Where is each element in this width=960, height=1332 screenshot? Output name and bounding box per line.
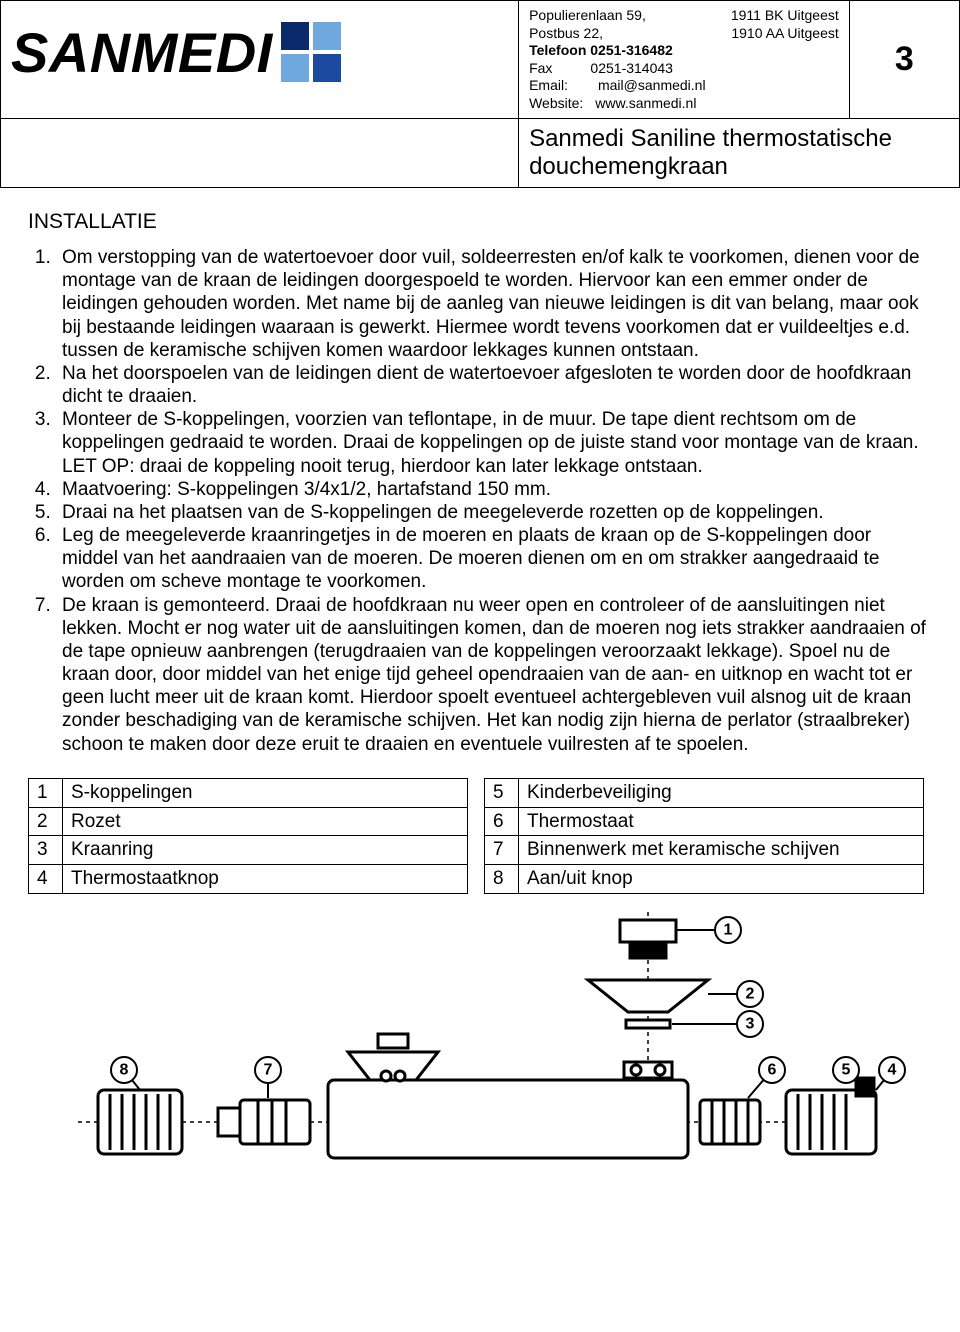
address-cell: Populierenlaan 59, 1911 BK Uitgeest Postb… xyxy=(519,1,850,119)
callout-4: 4 xyxy=(876,1057,905,1090)
addr-line1-right: 1911 BK Uitgeest xyxy=(723,7,839,25)
svg-text:3: 3 xyxy=(746,1015,755,1032)
addr-fax-value: 0251-314043 xyxy=(552,60,838,78)
header-spacer xyxy=(1,119,519,188)
svg-text:1: 1 xyxy=(724,921,733,938)
parts-num: 2 xyxy=(29,807,63,836)
parts-num: 5 xyxy=(485,778,519,807)
section-heading-installatie: INSTALLATIE xyxy=(28,210,960,234)
page-number: 3 xyxy=(849,1,959,119)
parts-table-right: 5Kinderbeveiliging6Thermostaat7Binnenwer… xyxy=(484,778,924,894)
svg-text:8: 8 xyxy=(120,1061,129,1078)
addr-web-label: Website: xyxy=(529,95,583,113)
step-1: Om verstopping van de watertoevoer door … xyxy=(56,246,932,362)
installation-steps: Om verstopping van de watertoevoer door … xyxy=(28,246,932,756)
parts-label: Thermostaatknop xyxy=(63,865,468,894)
parts-label: Kinderbeveiliging xyxy=(519,778,924,807)
svg-text:4: 4 xyxy=(888,1061,897,1078)
parts-table-left: 1S-koppelingen2Rozet3Kraanring4Thermosta… xyxy=(28,778,468,894)
parts-label: Rozet xyxy=(63,807,468,836)
parts-row: 1S-koppelingen xyxy=(29,778,468,807)
callout-3: 3 xyxy=(672,1011,763,1037)
logo-sq-br xyxy=(313,54,341,82)
logo-sq-tl xyxy=(281,22,309,50)
callout-5: 5 xyxy=(833,1057,862,1083)
parts-row: 7Binnenwerk met keramische schijven xyxy=(485,836,924,865)
parts-label: Thermostaat xyxy=(519,807,924,836)
step-5: Draai na het plaatsen van de S-koppeling… xyxy=(56,501,932,524)
svg-text:6: 6 xyxy=(768,1061,777,1078)
parts-num: 3 xyxy=(29,836,63,865)
parts-tables: 1S-koppelingen2Rozet3Kraanring4Thermosta… xyxy=(28,778,932,894)
step-2: Na het doorspoelen van de leidingen dien… xyxy=(56,362,932,408)
addr-web-value: www.sanmedi.nl xyxy=(583,95,838,113)
step-3: Monteer de S-koppelingen, voorzien van t… xyxy=(56,408,932,478)
addr-line1-left: Populierenlaan 59, xyxy=(529,7,646,25)
logo-squares xyxy=(281,22,341,82)
svg-text:5: 5 xyxy=(842,1061,851,1078)
addr-phone: Telefoon 0251-316482 xyxy=(529,42,839,60)
parts-label: S-koppelingen xyxy=(63,778,468,807)
logo-text: SANMEDI xyxy=(11,20,273,85)
parts-num: 1 xyxy=(29,778,63,807)
parts-row: 3Kraanring xyxy=(29,836,468,865)
addr-line2-left: Postbus 22, xyxy=(529,25,603,43)
logo-sq-bl xyxy=(281,54,309,82)
callout-2: 2 xyxy=(708,981,763,1007)
addr-email-label: Email: xyxy=(529,77,568,95)
parts-num: 7 xyxy=(485,836,519,865)
svg-text:7: 7 xyxy=(264,1061,273,1078)
document-title: Sanmedi Saniline thermostatische douchem… xyxy=(519,119,960,188)
logo-sq-tr xyxy=(313,22,341,50)
callout-6: 6 xyxy=(748,1057,785,1098)
parts-label: Kraanring xyxy=(63,836,468,865)
callout-8: 8 xyxy=(111,1057,140,1090)
document-header: SANMEDI Populierenlaan 59, 1911 BK Uitgee… xyxy=(0,0,960,188)
parts-row: 5Kinderbeveiliging xyxy=(485,778,924,807)
addr-fax-label: Fax xyxy=(529,60,552,78)
parts-row: 2Rozet xyxy=(29,807,468,836)
parts-row: 8Aan/uit knop xyxy=(485,865,924,894)
parts-row: 6Thermostaat xyxy=(485,807,924,836)
parts-num: 4 xyxy=(29,865,63,894)
exploded-diagram: 1 2 3 4 5 6 7 8 xyxy=(28,902,932,1182)
addr-line2-right: 1910 AA Uitgeest xyxy=(723,25,838,43)
parts-num: 6 xyxy=(485,807,519,836)
logo-cell: SANMEDI xyxy=(1,1,519,119)
step-4: Maatvoering: S-koppelingen 3/4x1/2, hart… xyxy=(56,478,932,501)
callout-1: 1 xyxy=(676,917,741,943)
parts-num: 8 xyxy=(485,865,519,894)
parts-label: Binnenwerk met keramische schijven xyxy=(519,836,924,865)
svg-text:2: 2 xyxy=(746,985,755,1002)
parts-row: 4Thermostaatknop xyxy=(29,865,468,894)
step-7: De kraan is gemonteerd. Draai de hoofdkr… xyxy=(56,594,932,756)
step-6: Leg de meegeleverde kraanringetjes in de… xyxy=(56,524,932,594)
parts-label: Aan/uit knop xyxy=(519,865,924,894)
callout-7: 7 xyxy=(255,1057,281,1098)
addr-email-value: mail@sanmedi.nl xyxy=(568,77,839,95)
